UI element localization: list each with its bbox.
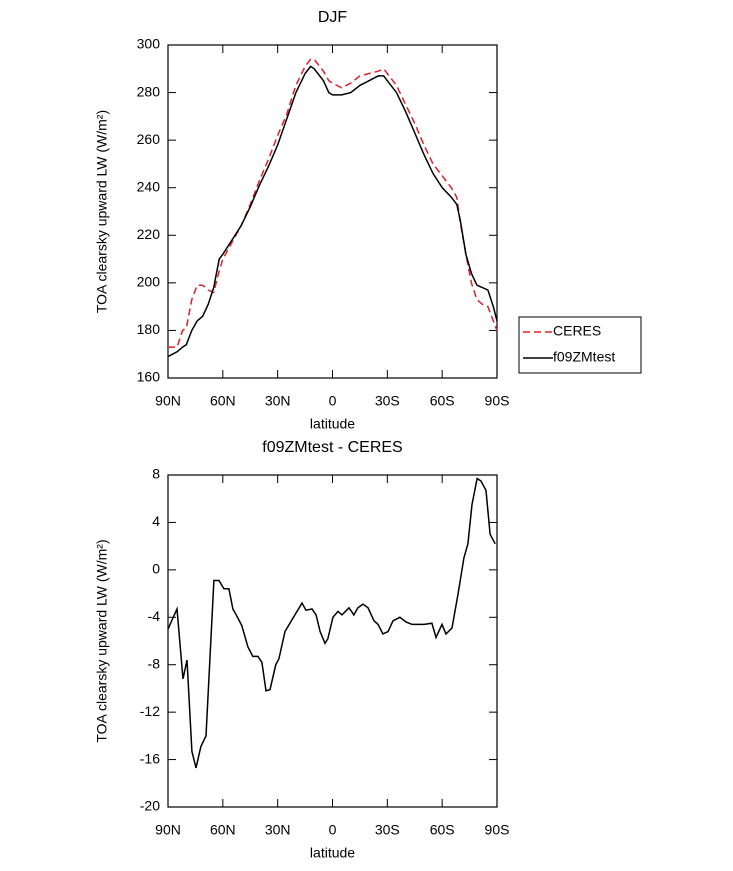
y-tick-label: 240 <box>137 178 161 194</box>
y-axis-label: TOA clearsky upward LW (W/m²) <box>94 110 110 313</box>
x-axis-label: latitude <box>310 845 355 861</box>
x-tick-label: 90N <box>155 822 181 838</box>
x-tick-label: 30S <box>375 393 400 409</box>
x-tick-label: 90N <box>155 393 181 409</box>
y-tick-label: -20 <box>140 798 160 814</box>
x-tick-label: 90S <box>485 822 510 838</box>
chart-title: f09ZMtest - CERES <box>262 439 402 456</box>
y-axis-label: TOA clearsky upward LW (W/m²) <box>94 539 110 742</box>
y-tick-label: 300 <box>137 36 161 52</box>
x-tick-label: 30N <box>265 822 291 838</box>
y-tick-label: -16 <box>140 750 160 766</box>
y-tick-label: 260 <box>137 131 161 147</box>
chart-title: DJF <box>318 9 348 26</box>
y-tick-label: -4 <box>148 608 161 624</box>
x-axis-label: latitude <box>310 416 355 432</box>
y-tick-label: 280 <box>137 83 161 99</box>
x-tick-label: 30S <box>375 822 400 838</box>
x-tick-label: 60N <box>210 822 236 838</box>
y-tick-label: 4 <box>152 513 160 529</box>
legend-label: f09ZMtest <box>553 349 615 365</box>
data-line <box>167 477 496 769</box>
plot-frame <box>167 474 498 808</box>
data-line <box>168 58 498 348</box>
x-tick-label: 60N <box>210 393 236 409</box>
y-tick-label: 220 <box>137 226 161 242</box>
x-tick-label: 0 <box>329 822 337 838</box>
y-tick-label: -12 <box>140 703 160 719</box>
y-tick-label: 200 <box>137 274 161 290</box>
x-tick-label: 30N <box>265 393 291 409</box>
x-tick-label: 0 <box>329 393 337 409</box>
data-line <box>167 65 498 358</box>
x-tick-label: 60S <box>430 822 455 838</box>
y-tick-label: 0 <box>152 561 160 577</box>
x-tick-label: 60S <box>430 393 455 409</box>
y-tick-label: -8 <box>148 655 161 671</box>
legend-label: CERES <box>553 323 601 339</box>
y-tick-label: 180 <box>137 321 161 337</box>
y-tick-label: 160 <box>137 369 161 385</box>
legend-box <box>518 316 642 374</box>
y-tick-label: 8 <box>152 466 160 482</box>
x-tick-label: 90S <box>485 393 510 409</box>
